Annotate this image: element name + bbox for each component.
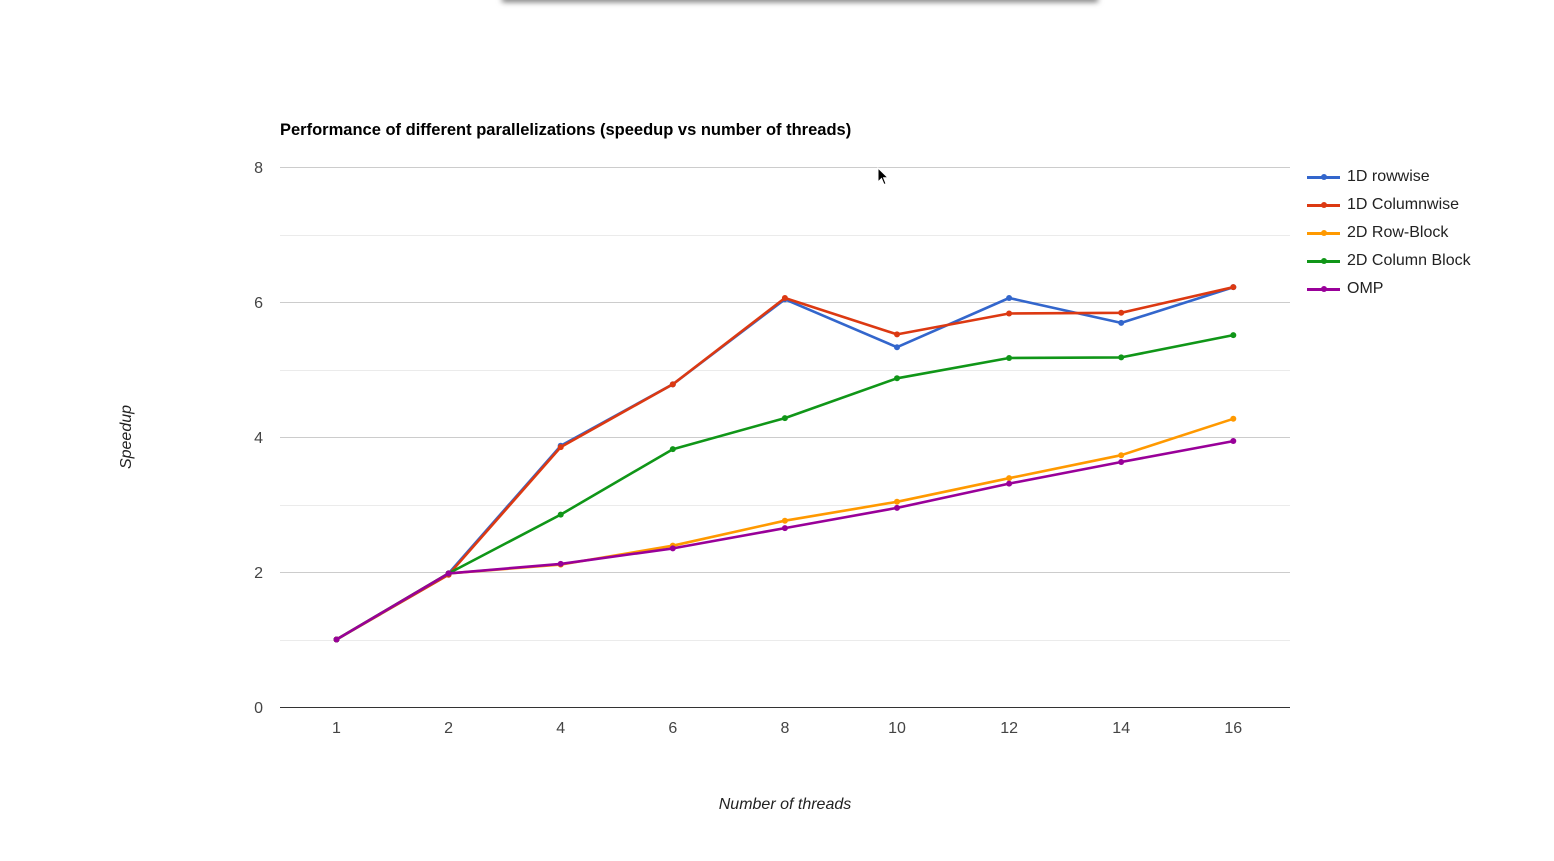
data-point-2d-row-block [781, 517, 788, 524]
y-tick-label: 2 [254, 565, 263, 582]
legend-marker [1321, 230, 1327, 236]
x-tick-label: 1 [332, 720, 341, 737]
x-tick-label: 12 [1000, 720, 1018, 737]
series-line-2d-column-block [335, 333, 1235, 641]
data-point-2d-column-block [781, 415, 788, 422]
data-point-2d-column-block [669, 446, 676, 453]
legend-item-2d-row-block[interactable]: 2D Row-Block [1307, 219, 1471, 247]
x-tick-label: 16 [1224, 720, 1242, 737]
data-point-2d-column-block [1006, 355, 1013, 362]
data-point-omp [1118, 458, 1125, 465]
x-tick-label: 6 [668, 720, 677, 737]
data-point-1d-columnwise [1118, 309, 1125, 316]
legend-item-1d-columnwise[interactable]: 1D Columnwise [1307, 191, 1471, 219]
series-line-1d-rowwise [335, 285, 1235, 641]
legend-marker [1321, 286, 1327, 292]
x-tick-label: 2 [444, 720, 453, 737]
data-point-1d-columnwise [1006, 310, 1013, 317]
data-point-2d-column-block [1118, 354, 1125, 361]
legend-label: OMP [1347, 280, 1384, 297]
legend-label: 1D rowwise [1347, 168, 1430, 185]
data-point-omp [445, 570, 452, 577]
legend-marker [1321, 258, 1327, 264]
data-point-omp [781, 525, 788, 532]
data-point-omp [333, 636, 340, 643]
legend-swatch [1307, 174, 1340, 180]
x-tick-label: 8 [780, 720, 789, 737]
legend-marker [1321, 174, 1327, 180]
legend-item-1d-rowwise[interactable]: 1D rowwise [1307, 163, 1471, 191]
series-line-1d-columnwise [335, 285, 1235, 641]
data-point-omp [557, 560, 564, 567]
data-point-2d-row-block [1006, 475, 1013, 482]
data-point-1d-columnwise [1230, 284, 1237, 291]
y-tick-label: 6 [254, 295, 263, 312]
legend-swatch [1307, 230, 1340, 236]
legend-item-2d-column-block[interactable]: 2D Column Block [1307, 247, 1471, 275]
y-tick-label: 8 [254, 160, 263, 177]
data-point-2d-row-block [894, 498, 900, 505]
legend-label: 1D Columnwise [1347, 196, 1460, 213]
x-tick-label: 14 [1112, 720, 1130, 737]
data-point-1d-columnwise [557, 444, 564, 451]
series-line-omp [335, 439, 1235, 641]
data-point-1d-columnwise [781, 294, 788, 301]
y-tick-label: 4 [254, 430, 263, 447]
legend-label: 2D Column Block [1347, 252, 1471, 269]
mouse-cursor-icon [877, 167, 889, 186]
data-point-1d-rowwise [894, 344, 900, 351]
data-point-1d-columnwise [894, 331, 900, 338]
legend: 1D rowwise 1D Columnwise 2D Row-Block 2D Co… [1307, 163, 1471, 303]
data-point-2d-column-block [1230, 332, 1237, 339]
data-point-1d-rowwise [1118, 319, 1125, 326]
data-point-omp [1230, 438, 1237, 445]
data-point-omp [1006, 480, 1013, 487]
legend-item-omp[interactable]: OMP [1307, 275, 1471, 303]
y-tick-label: 0 [254, 700, 263, 717]
y-axis-title: Speedup [118, 404, 135, 470]
data-point-2d-row-block [1230, 415, 1237, 422]
legend-marker [1321, 202, 1327, 208]
legend-label: 2D Row-Block [1347, 224, 1449, 241]
legend-swatch [1307, 202, 1340, 208]
data-point-2d-column-block [557, 511, 564, 518]
data-point-2d-column-block [894, 375, 900, 382]
data-point-1d-rowwise [1006, 294, 1013, 301]
legend-swatch [1307, 258, 1340, 264]
x-tick-label: 4 [556, 720, 565, 737]
chart-title: Performance of different parallelization… [280, 121, 852, 139]
data-point-2d-row-block [1118, 452, 1125, 459]
data-point-omp [669, 545, 676, 552]
x-axis-title: Number of threads [718, 796, 852, 813]
data-point-omp [894, 504, 900, 511]
x-tick-label: 10 [888, 720, 906, 737]
legend-swatch [1307, 286, 1340, 292]
data-point-1d-columnwise [669, 381, 676, 388]
